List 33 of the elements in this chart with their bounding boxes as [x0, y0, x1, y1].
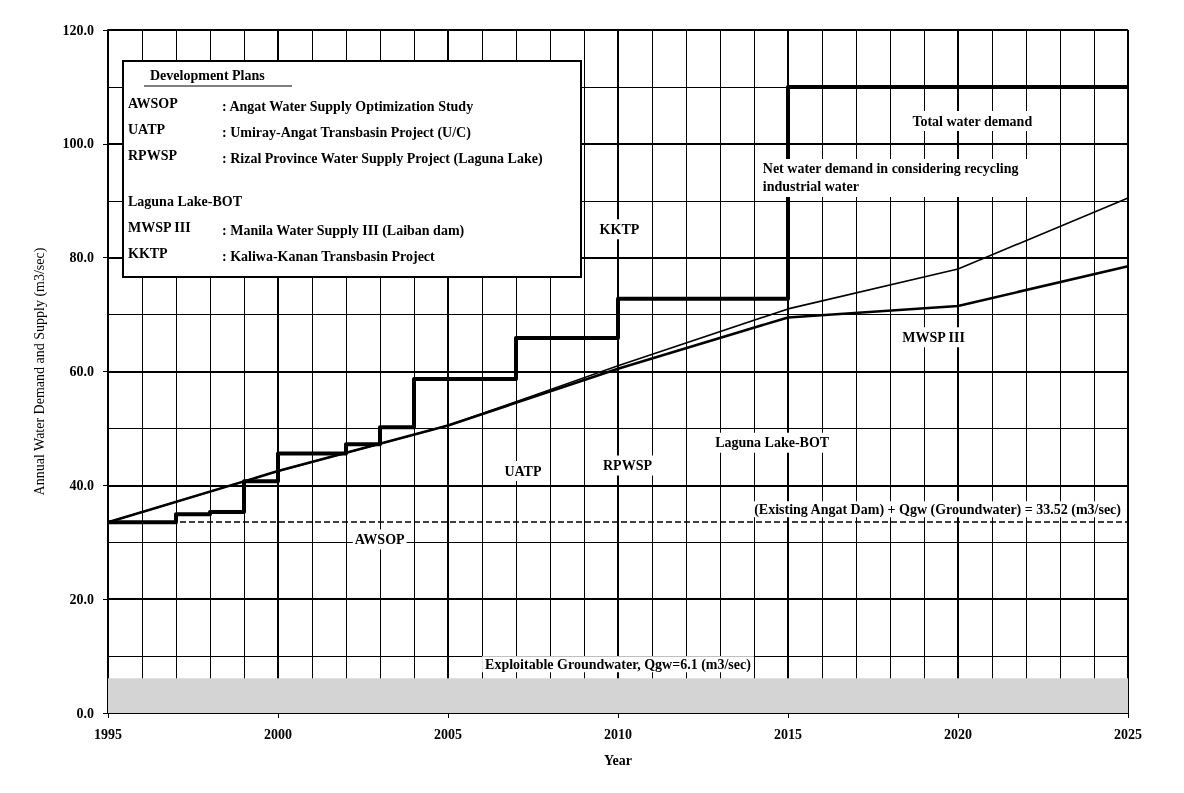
annotation: Laguna Lake-BOT	[715, 435, 830, 451]
y-tick-label: 120.0	[62, 22, 94, 38]
text: RPWSP : Rizal Province Water Supply Project (Laguna Lake)	[128, 147, 543, 166]
x-axis-title: Year	[604, 752, 632, 768]
annotation: KKTP	[599, 221, 640, 237]
annotation: Total water demand	[912, 113, 1033, 129]
annotation: Net water demand in considering recycling industrial water	[762, 161, 1023, 195]
annotation: MWSP III	[902, 329, 965, 345]
text: AWSOP : Angat Water Supply Optimization Study	[128, 95, 474, 114]
ref-line-label: (Existing Angat Dam) + Qgw (Groundwater) = 33.52 (m3/sec)	[754, 501, 1122, 518]
x-tick-label: 2020	[944, 726, 972, 742]
annotation: AWSOP	[354, 531, 406, 547]
x-tick-label: 2005	[434, 726, 462, 742]
x-tick-label: 2015	[774, 726, 802, 742]
y-tick-label: 40.0	[69, 477, 94, 493]
x-tick-label: 2010	[604, 726, 632, 742]
text: MWSP III : Manila Water Supply III (Laiban dam)	[128, 219, 465, 238]
text: KKTP : Kaliwa-Kanan Transbasin Project	[128, 245, 435, 264]
x-tick-label: 1995	[94, 726, 122, 742]
y-tick-label: 80.0	[69, 250, 94, 266]
x-tick-label: 2000	[264, 726, 292, 742]
band-label: Exploitable Groundwater, Qgw=6.1 (m3/sec)	[485, 656, 752, 673]
y-tick-label: 0.0	[76, 705, 94, 721]
y-tick-label: 100.0	[62, 136, 94, 152]
y-axis-title: Annual Water Demand and Supply (m3/sec)	[31, 247, 48, 496]
x-tick-label: 2025	[1114, 726, 1142, 742]
y-tick-label: 60.0	[69, 364, 94, 379]
annotation: RPWSP	[603, 457, 653, 473]
annotation: UATP	[504, 463, 542, 479]
annotation: Development Plans	[150, 67, 266, 83]
y-tick-label: 20.0	[69, 591, 94, 607]
annotation: Laguna Lake-BOT	[128, 193, 243, 209]
text: UATP : Umiray-Angat Transbasin Project (U/C)	[128, 121, 471, 140]
